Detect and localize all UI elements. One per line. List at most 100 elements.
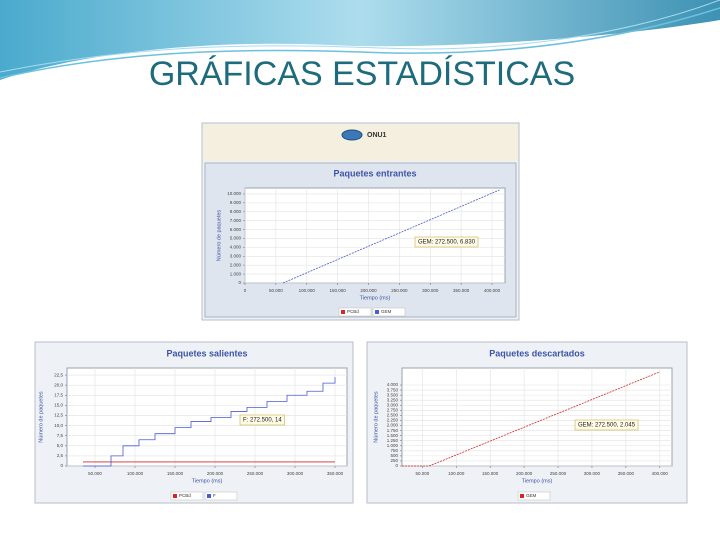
x-tick-label: 100.000 bbox=[127, 471, 144, 476]
y-tick-label: 6.000 bbox=[230, 227, 242, 232]
y-tick-label: 2.000 bbox=[230, 262, 242, 267]
plot-area bbox=[244, 187, 506, 284]
y-tick-label: 5.000 bbox=[230, 236, 242, 241]
x-tick-label: 100.000 bbox=[448, 471, 465, 476]
header-swoosh-line bbox=[0, 7, 720, 79]
x-tick-label: 50.000 bbox=[415, 471, 429, 476]
x-tick-label: 150.000 bbox=[167, 471, 184, 476]
annotation: GEM: 272.500, 2.045 bbox=[578, 423, 636, 429]
y-tick-label: 1.250 bbox=[387, 438, 399, 443]
legend-box bbox=[338, 307, 372, 317]
y-tick-label: 750 bbox=[390, 448, 398, 453]
device-label: ONU1 bbox=[367, 132, 387, 139]
legend-box bbox=[170, 491, 204, 501]
legend-box bbox=[372, 307, 406, 317]
x-tick-label: 200.000 bbox=[516, 471, 533, 476]
legend-box bbox=[204, 491, 238, 501]
y-tick-label: 2.750 bbox=[387, 408, 399, 413]
y-tick-label: 8.000 bbox=[230, 209, 242, 214]
y-tick-label: 7,5 bbox=[57, 433, 64, 438]
x-tick-label: 100.000 bbox=[299, 288, 316, 293]
y-tick-label: 3.500 bbox=[387, 392, 399, 397]
x-tick-label: 350.000 bbox=[453, 288, 470, 293]
x-tick-label: 400.000 bbox=[652, 471, 669, 476]
y-tick-label: 2.250 bbox=[387, 418, 399, 423]
legend-label: F bbox=[213, 493, 216, 498]
x-axis-label: Tiempo (ms) bbox=[522, 478, 553, 484]
legend-swatch bbox=[207, 494, 211, 498]
y-tick-label: 0 bbox=[395, 463, 398, 468]
y-tick-label: 15,0 bbox=[54, 403, 63, 408]
y-axis-label: Número de paquetes bbox=[38, 391, 44, 443]
x-tick-label: 250.000 bbox=[391, 288, 408, 293]
legend-label: GEM bbox=[526, 493, 537, 498]
y-tick-label: 1.000 bbox=[387, 443, 399, 448]
annotation: GEM: 272.500, 6.830 bbox=[418, 240, 476, 246]
series-line bbox=[83, 377, 336, 467]
legend-swatch bbox=[341, 310, 345, 314]
chart-title: Paquetes descartados bbox=[489, 348, 585, 358]
y-tick-label: 3.000 bbox=[387, 402, 399, 407]
device-icon bbox=[341, 129, 363, 141]
y-tick-label: 7.000 bbox=[230, 218, 242, 223]
annotation-box bbox=[574, 419, 639, 431]
y-tick-label: 4.000 bbox=[230, 245, 242, 250]
y-tick-label: 4.000 bbox=[387, 382, 399, 387]
x-tick-label: 150.000 bbox=[482, 471, 499, 476]
header-swoosh bbox=[0, 0, 720, 80]
y-tick-label: 10.000 bbox=[227, 191, 241, 196]
x-tick-label: 400.000 bbox=[484, 288, 501, 293]
y-tick-label: 250 bbox=[390, 458, 398, 463]
y-tick-label: 0 bbox=[60, 463, 63, 468]
plot-area bbox=[66, 367, 348, 467]
legend-swatch bbox=[173, 494, 177, 498]
legend-box bbox=[517, 491, 551, 501]
legend-label: GEM bbox=[381, 309, 392, 314]
y-tick-label: 3.750 bbox=[387, 387, 399, 392]
legend-swatch bbox=[375, 310, 379, 314]
legend-swatch bbox=[520, 494, 524, 498]
x-tick-label: 250.000 bbox=[247, 471, 264, 476]
y-tick-label: 10,0 bbox=[54, 423, 63, 428]
x-tick-label: 350.000 bbox=[618, 471, 635, 476]
y-tick-label: 17,5 bbox=[54, 392, 63, 397]
chart-title: Paquetes salientes bbox=[166, 348, 247, 358]
x-tick-label: 50.000 bbox=[269, 288, 283, 293]
x-tick-label: 150.000 bbox=[329, 288, 346, 293]
x-tick-label: 250.000 bbox=[550, 471, 567, 476]
x-tick-label: 350.000 bbox=[327, 471, 344, 476]
annotation-box bbox=[414, 236, 479, 248]
slide-title: GRÁFICAS ESTADÍSTICAS bbox=[149, 55, 575, 93]
legend-label: PCBd bbox=[179, 493, 191, 498]
y-tick-label: 9.000 bbox=[230, 200, 242, 205]
annotation-box bbox=[239, 414, 286, 426]
x-tick-label: 300.000 bbox=[287, 471, 304, 476]
y-tick-label: 12,5 bbox=[54, 413, 63, 418]
x-tick-label: 200.000 bbox=[207, 471, 224, 476]
y-tick-label: 0 bbox=[238, 280, 241, 285]
x-axis-label: Tiempo (ms) bbox=[192, 478, 223, 484]
x-tick-label: 300.000 bbox=[422, 288, 439, 293]
plot-area bbox=[401, 367, 673, 467]
x-tick-label: 0 bbox=[244, 288, 247, 293]
chart-title: Paquetes entrantes bbox=[333, 168, 416, 178]
annotation: F: 272.500, 14 bbox=[243, 418, 282, 424]
y-tick-label: 22,5 bbox=[54, 372, 63, 377]
panel-header bbox=[203, 124, 518, 161]
x-tick-label: 50.000 bbox=[88, 471, 102, 476]
y-tick-label: 1.000 bbox=[230, 271, 242, 276]
y-tick-label: 3.000 bbox=[230, 253, 242, 258]
y-tick-label: 20,0 bbox=[54, 382, 63, 387]
x-axis-label: Tiempo (ms) bbox=[360, 295, 391, 301]
series-line bbox=[402, 371, 660, 467]
y-tick-label: 500 bbox=[390, 453, 398, 458]
y-tick-label: 1.500 bbox=[387, 433, 399, 438]
y-tick-label: 5,0 bbox=[57, 443, 64, 448]
series-line bbox=[282, 189, 500, 284]
y-tick-label: 1.750 bbox=[387, 428, 399, 433]
charts: ONU1 Paquetes entrantes 0 1.000 2.000 3.000 4.… bbox=[34, 122, 688, 504]
y-tick-label: 2,5 bbox=[57, 453, 64, 458]
legend-label: PCBd bbox=[347, 309, 359, 314]
x-tick-label: 300.000 bbox=[584, 471, 601, 476]
